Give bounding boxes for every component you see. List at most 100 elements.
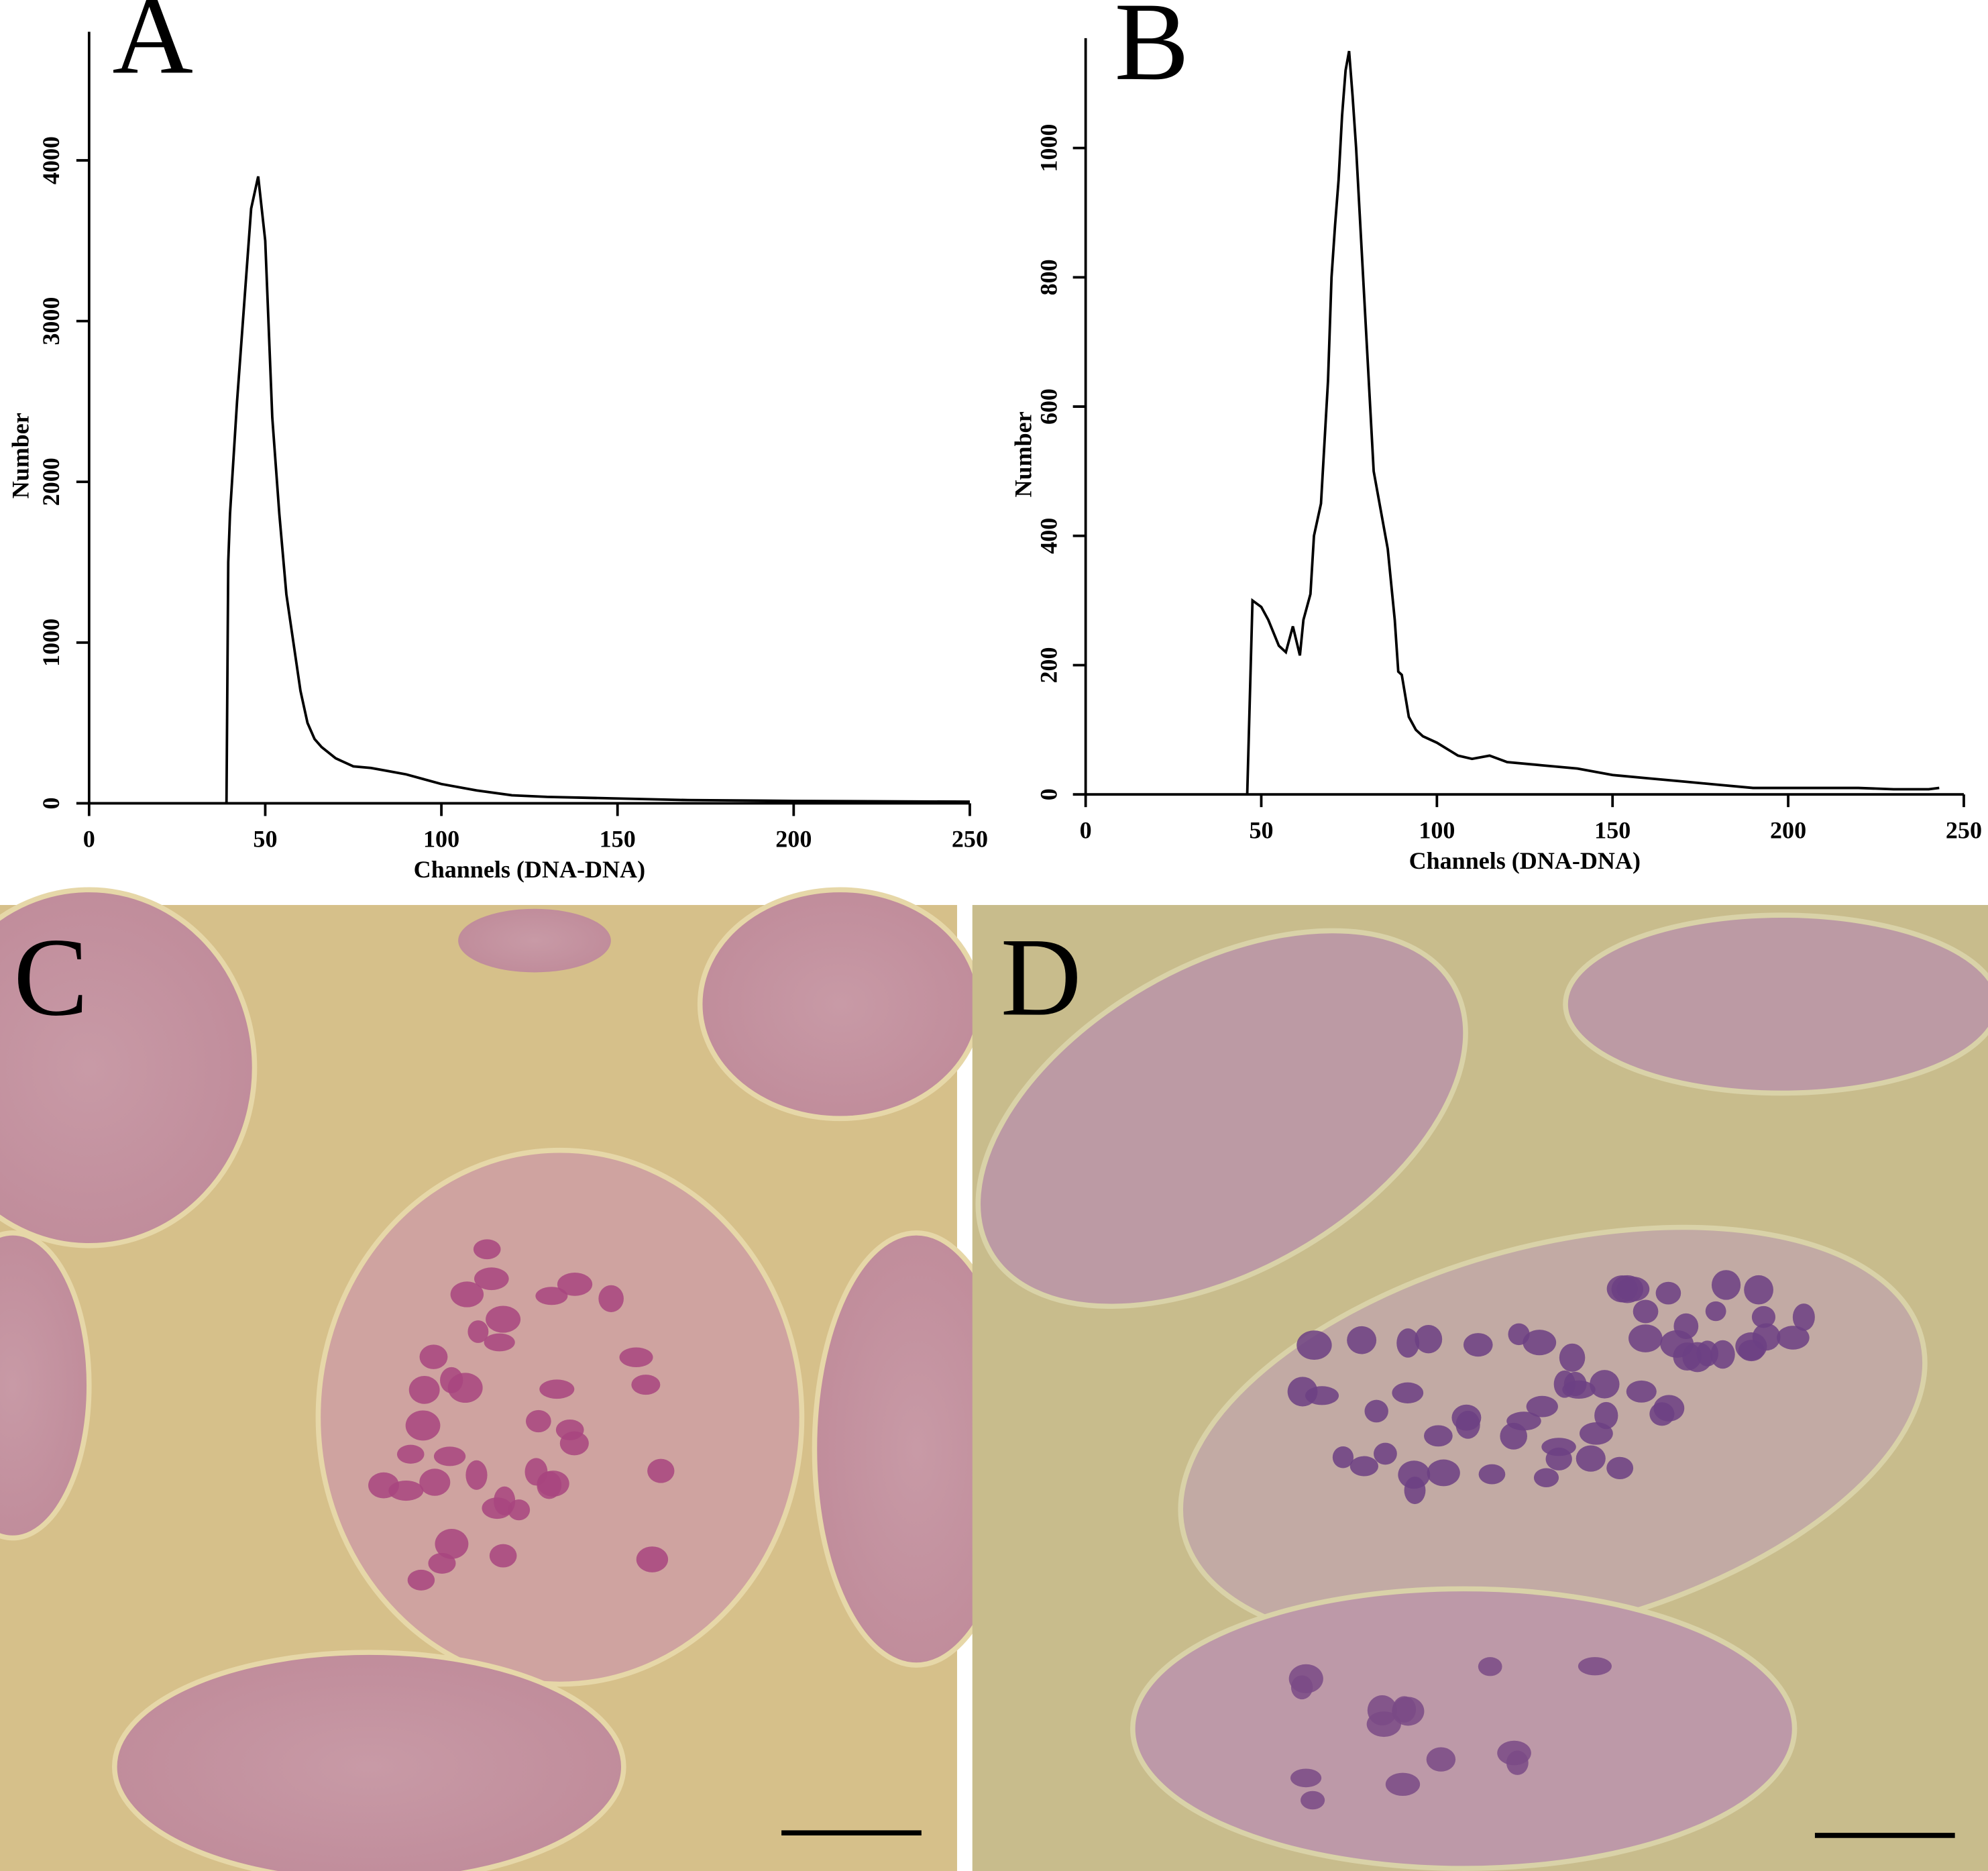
chromosome: [419, 1344, 448, 1369]
chromosome: [1415, 1325, 1443, 1354]
chromosome: [1506, 1750, 1529, 1775]
y-tick-label: 400: [1036, 518, 1062, 554]
chromosome: [1711, 1270, 1741, 1300]
chromosome: [1594, 1401, 1618, 1430]
y-tick-label: 0: [1036, 788, 1062, 800]
chromosome: [419, 1468, 451, 1496]
panel-label: C: [13, 915, 88, 1039]
chromosome: [1296, 1330, 1332, 1360]
chromosome: [396, 1444, 425, 1464]
x-tick-label: 0: [83, 826, 95, 853]
chromosome: [484, 1333, 515, 1352]
x-axis-title: Channels (DNA-DNA): [1409, 847, 1641, 874]
x-tick-label: 100: [423, 826, 459, 853]
chromosome: [647, 1458, 675, 1483]
chromosome: [486, 1305, 521, 1333]
micrograph-c: [0, 887, 1021, 1871]
x-tick-label: 150: [1594, 816, 1631, 843]
chromosome: [1478, 1657, 1502, 1676]
y-tick-label: 200: [1036, 647, 1062, 683]
chromosome: [1404, 1477, 1426, 1505]
y-axis-title: Number: [1010, 411, 1037, 497]
chromosome: [447, 1373, 483, 1403]
chromosome: [557, 1273, 593, 1296]
chromosome: [1364, 1399, 1388, 1423]
chromosome: [1396, 1328, 1420, 1358]
y-tick-label: 4000: [38, 136, 64, 184]
chromosome: [1526, 1395, 1558, 1418]
chromosome: [1506, 1411, 1541, 1431]
chromosome: [537, 1471, 569, 1497]
chromosome: [559, 1431, 589, 1456]
chromosome: [450, 1281, 484, 1307]
chromosome: [1347, 1326, 1377, 1354]
chromosome: [435, 1528, 469, 1559]
chromosome: [1792, 1303, 1815, 1331]
chromosome: [539, 1379, 575, 1399]
y-tick-label: 600: [1036, 388, 1062, 425]
chromosome: [619, 1347, 653, 1368]
chromosome: [1424, 1425, 1453, 1447]
chromosome: [1545, 1447, 1572, 1471]
y-tick-label: 1000: [38, 619, 64, 667]
chromosome: [1392, 1382, 1424, 1403]
chromosome: [1744, 1275, 1773, 1305]
x-tick-label: 200: [775, 826, 812, 853]
chromosome: [1626, 1380, 1657, 1403]
chromosome: [1332, 1446, 1354, 1468]
chromosome: [489, 1544, 517, 1568]
chromosome: [368, 1472, 399, 1499]
x-tick-label: 50: [253, 826, 277, 853]
chromosome: [1385, 1772, 1421, 1797]
chromosome: [535, 1287, 568, 1305]
y-tick-label: 0: [38, 797, 64, 809]
chromosome: [1451, 1404, 1482, 1431]
chromosome: [1705, 1301, 1726, 1322]
chromosome: [473, 1239, 501, 1260]
chromosome: [1366, 1711, 1401, 1738]
chromosome: [1463, 1333, 1493, 1357]
chromosome: [1553, 1370, 1576, 1398]
chromosome: [1392, 1696, 1417, 1723]
chromosome: [1288, 1664, 1323, 1694]
chromosome: [1633, 1299, 1659, 1324]
x-tick-label: 150: [600, 826, 636, 853]
chromosome: [482, 1497, 513, 1519]
y-axis-title: Number: [7, 413, 34, 498]
x-tick-label: 0: [1080, 816, 1092, 843]
x-tick-label: 250: [952, 826, 988, 853]
chromosome: [598, 1285, 624, 1312]
x-axis-title: Channels (DNA-DNA): [414, 856, 645, 883]
chromosome: [1301, 1790, 1325, 1810]
x-tick-label: 250: [1946, 816, 1982, 843]
chromosome: [1628, 1324, 1663, 1352]
y-tick-label: 3000: [38, 297, 64, 345]
chromosome: [408, 1376, 440, 1404]
chromosome: [1655, 1281, 1681, 1305]
chromosome: [631, 1375, 661, 1395]
chromosome: [1374, 1442, 1397, 1465]
y-tick-label: 800: [1036, 259, 1062, 295]
micrograph-d: [972, 905, 1988, 1871]
histogram-line: [1246, 50, 1940, 795]
x-tick-label: 50: [1249, 816, 1273, 843]
chromosome: [1751, 1305, 1776, 1328]
chromosome: [1611, 1275, 1644, 1303]
x-tick-label: 100: [1419, 816, 1455, 843]
chromosome: [1777, 1326, 1810, 1350]
chromosome: [1590, 1370, 1620, 1399]
panel-label: D: [1001, 915, 1082, 1039]
chromosome: [1426, 1747, 1456, 1772]
chromosome: [1738, 1340, 1765, 1362]
chromosome: [467, 1320, 489, 1343]
chromosome: [1710, 1340, 1735, 1369]
chromosome: [1576, 1445, 1606, 1472]
chromosome: [407, 1569, 435, 1591]
chromosome: [1427, 1459, 1460, 1487]
chromosome: [1478, 1464, 1506, 1485]
chromosome: [1523, 1330, 1557, 1356]
chromosome: [1673, 1313, 1699, 1340]
histogram-line: [225, 176, 970, 804]
chromosome: [474, 1267, 509, 1291]
x-tick-label: 200: [1770, 816, 1806, 843]
